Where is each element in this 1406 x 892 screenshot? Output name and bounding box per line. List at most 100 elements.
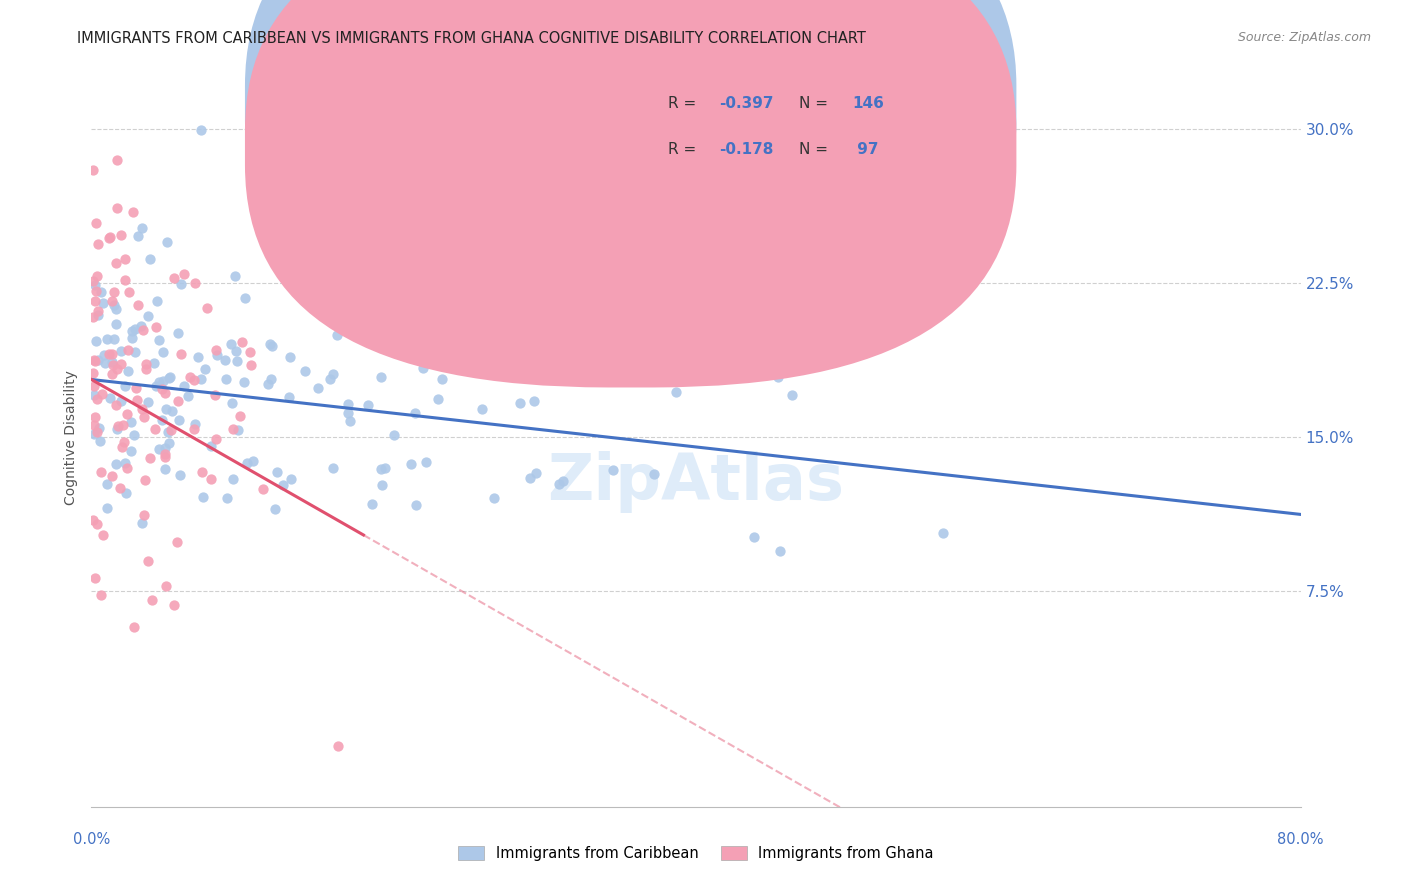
Point	[86, 425, 108, 439]
Point	[110, 357, 132, 371]
Point	[90, 465, 112, 479]
Point	[83, 379, 105, 393]
Point	[145, 319, 167, 334]
Point	[150, 382, 173, 396]
Point	[117, 364, 139, 378]
FancyBboxPatch shape	[593, 78, 938, 186]
Point	[602, 463, 624, 477]
Point	[742, 530, 765, 544]
Point	[233, 291, 256, 305]
Point	[166, 534, 188, 549]
Point	[222, 472, 245, 486]
Point	[357, 398, 380, 412]
Point	[146, 293, 169, 308]
Point	[260, 372, 283, 386]
Point	[152, 345, 174, 359]
Point	[93, 356, 115, 370]
Text: 0.0%: 0.0%	[73, 832, 110, 847]
Point	[132, 410, 155, 425]
Point	[87, 353, 110, 368]
Point	[131, 516, 153, 530]
Point	[155, 579, 177, 593]
Point	[205, 348, 228, 362]
Point	[371, 477, 394, 491]
Point	[153, 386, 176, 401]
Point	[141, 593, 163, 607]
Point	[105, 421, 128, 435]
Point	[97, 347, 120, 361]
Point	[169, 467, 191, 482]
Point	[134, 508, 156, 522]
Point	[105, 256, 128, 270]
Point	[152, 374, 174, 388]
Text: N =: N =	[799, 142, 832, 157]
Text: 146: 146	[852, 95, 884, 111]
Point	[159, 424, 181, 438]
Point	[83, 388, 105, 402]
Point	[86, 309, 108, 323]
Point	[157, 425, 180, 440]
Point	[219, 336, 242, 351]
Point	[121, 324, 143, 338]
Point	[115, 485, 138, 500]
Point	[195, 301, 218, 316]
Point	[120, 444, 142, 458]
Point	[157, 370, 180, 384]
Point	[96, 332, 118, 346]
Point	[122, 205, 145, 219]
Point	[148, 334, 170, 348]
Point	[83, 352, 105, 367]
Point	[143, 422, 166, 436]
Point	[405, 334, 427, 349]
Point	[484, 491, 506, 505]
Point	[183, 374, 205, 388]
Point	[769, 544, 792, 558]
Point	[782, 388, 804, 402]
Text: ZipAtlas: ZipAtlas	[547, 450, 845, 513]
Point	[159, 369, 181, 384]
Point	[179, 370, 201, 384]
Point	[215, 372, 238, 386]
Point	[194, 361, 217, 376]
Point	[339, 414, 361, 428]
Point	[162, 404, 184, 418]
Point	[224, 268, 246, 283]
Point	[190, 372, 212, 386]
Point	[337, 397, 360, 411]
Point	[135, 357, 157, 371]
Point	[225, 344, 247, 359]
Text: IMMIGRANTS FROM CARIBBEAN VS IMMIGRANTS FROM GHANA COGNITIVE DISABILITY CORRELAT: IMMIGRANTS FROM CARIBBEAN VS IMMIGRANTS …	[77, 31, 866, 46]
Point	[401, 457, 423, 471]
Point	[135, 362, 157, 376]
Point	[725, 301, 748, 315]
Point	[91, 528, 114, 542]
Point	[83, 426, 105, 441]
Point	[467, 358, 489, 372]
Point	[200, 472, 222, 486]
Point	[82, 366, 104, 380]
Point	[98, 391, 121, 405]
Point	[278, 351, 301, 365]
Point	[153, 461, 176, 475]
Point	[336, 406, 359, 420]
Point	[103, 359, 125, 373]
Point	[103, 332, 125, 346]
Point	[509, 396, 531, 410]
Point	[110, 228, 132, 243]
Point	[405, 499, 427, 513]
Point	[91, 296, 114, 310]
Point	[271, 478, 294, 492]
Point	[125, 381, 148, 395]
Point	[100, 347, 122, 361]
FancyBboxPatch shape	[245, 0, 1017, 343]
Point	[127, 298, 149, 312]
Point	[252, 482, 274, 496]
Point	[83, 418, 105, 433]
Point	[136, 395, 159, 409]
Text: R =: R =	[668, 142, 702, 157]
Point	[84, 409, 107, 424]
Point	[200, 439, 222, 453]
Point	[105, 153, 128, 168]
Point	[157, 436, 180, 450]
Point	[239, 344, 262, 359]
